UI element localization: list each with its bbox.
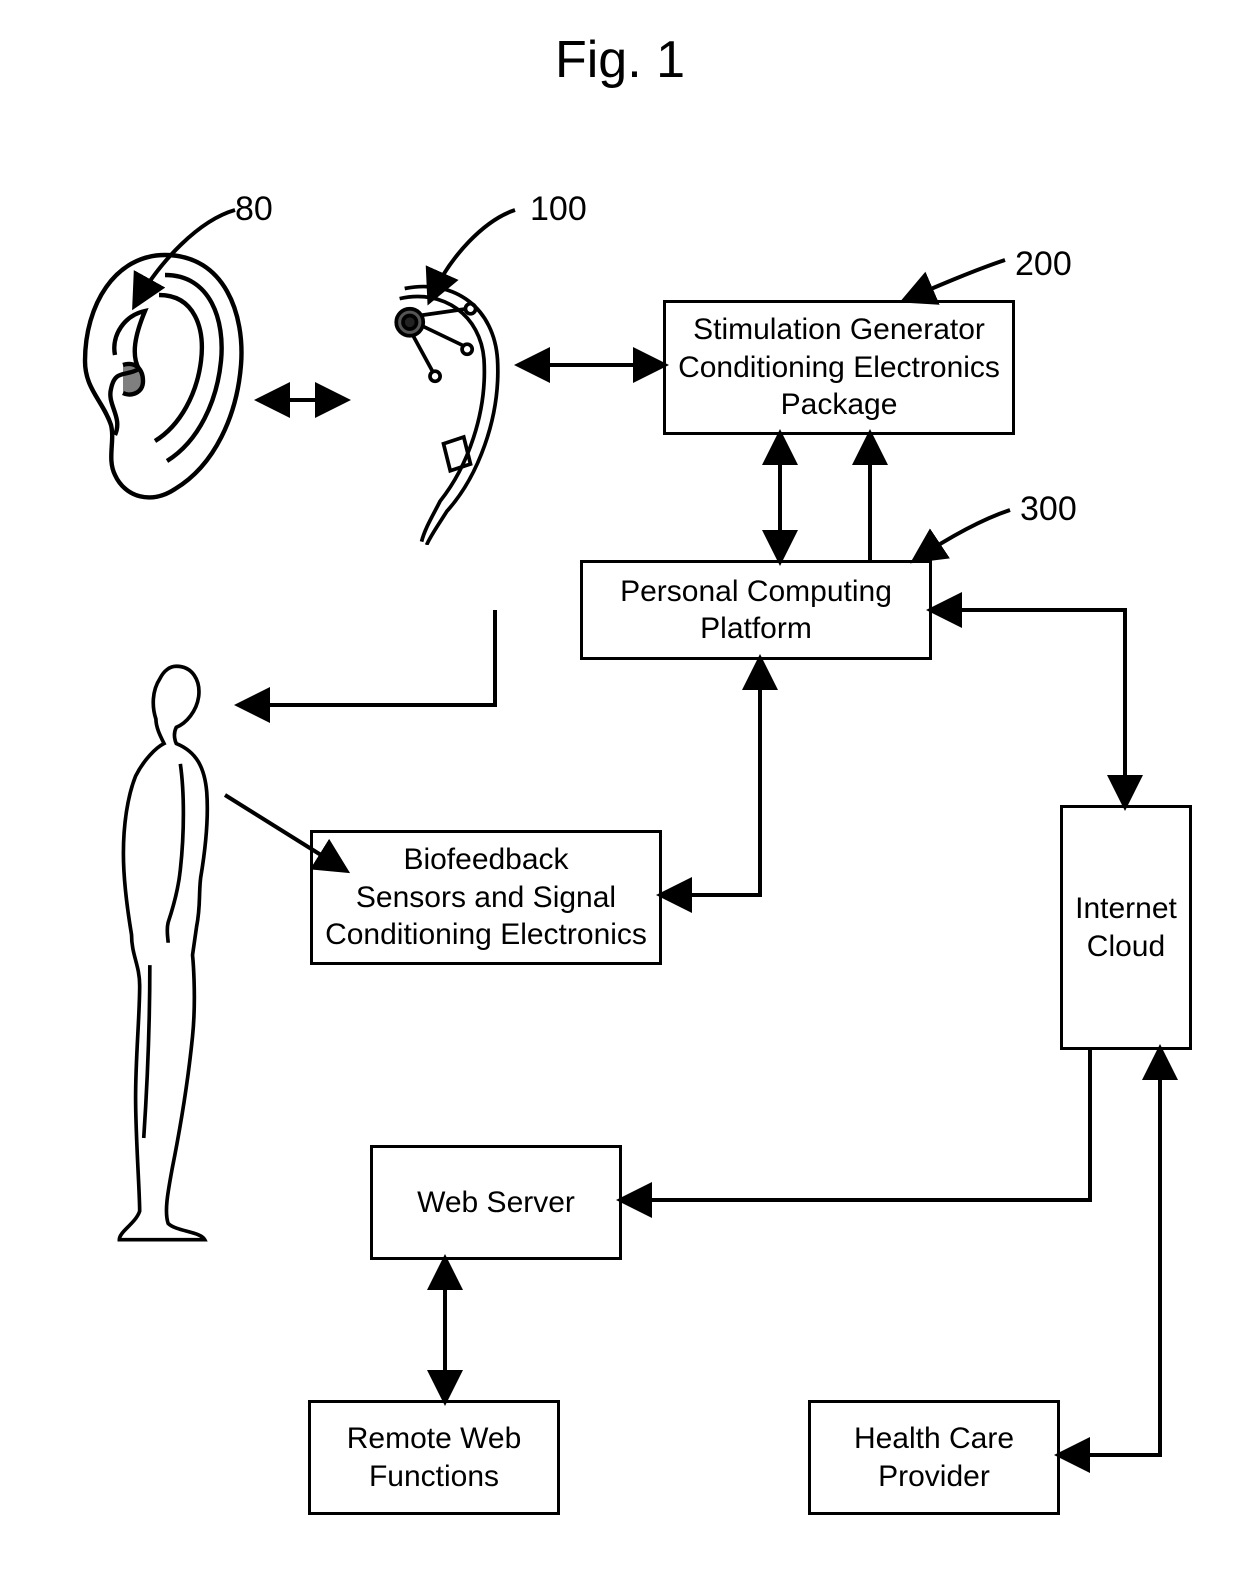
diagram-canvas: Fig. 1 Stimulation Generator Conditionin… [0, 0, 1240, 1587]
box-label: Personal Computing Platform [620, 573, 892, 648]
box-label: Biofeedback Sensors and Signal Condition… [325, 841, 647, 954]
box-personal-computing-platform: Personal Computing Platform [580, 560, 932, 660]
box-label: Health Care Provider [854, 1420, 1014, 1495]
box-biofeedback-sensors: Biofeedback Sensors and Signal Condition… [310, 830, 662, 965]
box-stimulation-generator: Stimulation Generator Conditioning Elect… [663, 300, 1015, 435]
box-web-server: Web Server [370, 1145, 622, 1260]
ref-label-80: 80 [235, 190, 273, 229]
ref-label-200: 200 [1015, 245, 1072, 284]
box-internet-cloud: Internet Cloud [1060, 805, 1192, 1050]
box-label: Web Server [417, 1184, 575, 1222]
box-label: Stimulation Generator Conditioning Elect… [678, 311, 1000, 424]
ref-label-100: 100 [530, 190, 587, 229]
figure-title: Fig. 1 [0, 30, 1240, 90]
ear-icon [55, 245, 255, 505]
human-body-icon [55, 650, 265, 1260]
box-label: Internet Cloud [1075, 890, 1177, 965]
box-label: Remote Web Functions [347, 1420, 522, 1495]
box-health-care-provider: Health Care Provider [808, 1400, 1060, 1515]
ear-device-icon [345, 275, 515, 545]
box-remote-web-functions: Remote Web Functions [308, 1400, 560, 1515]
ref-label-300: 300 [1020, 490, 1077, 529]
